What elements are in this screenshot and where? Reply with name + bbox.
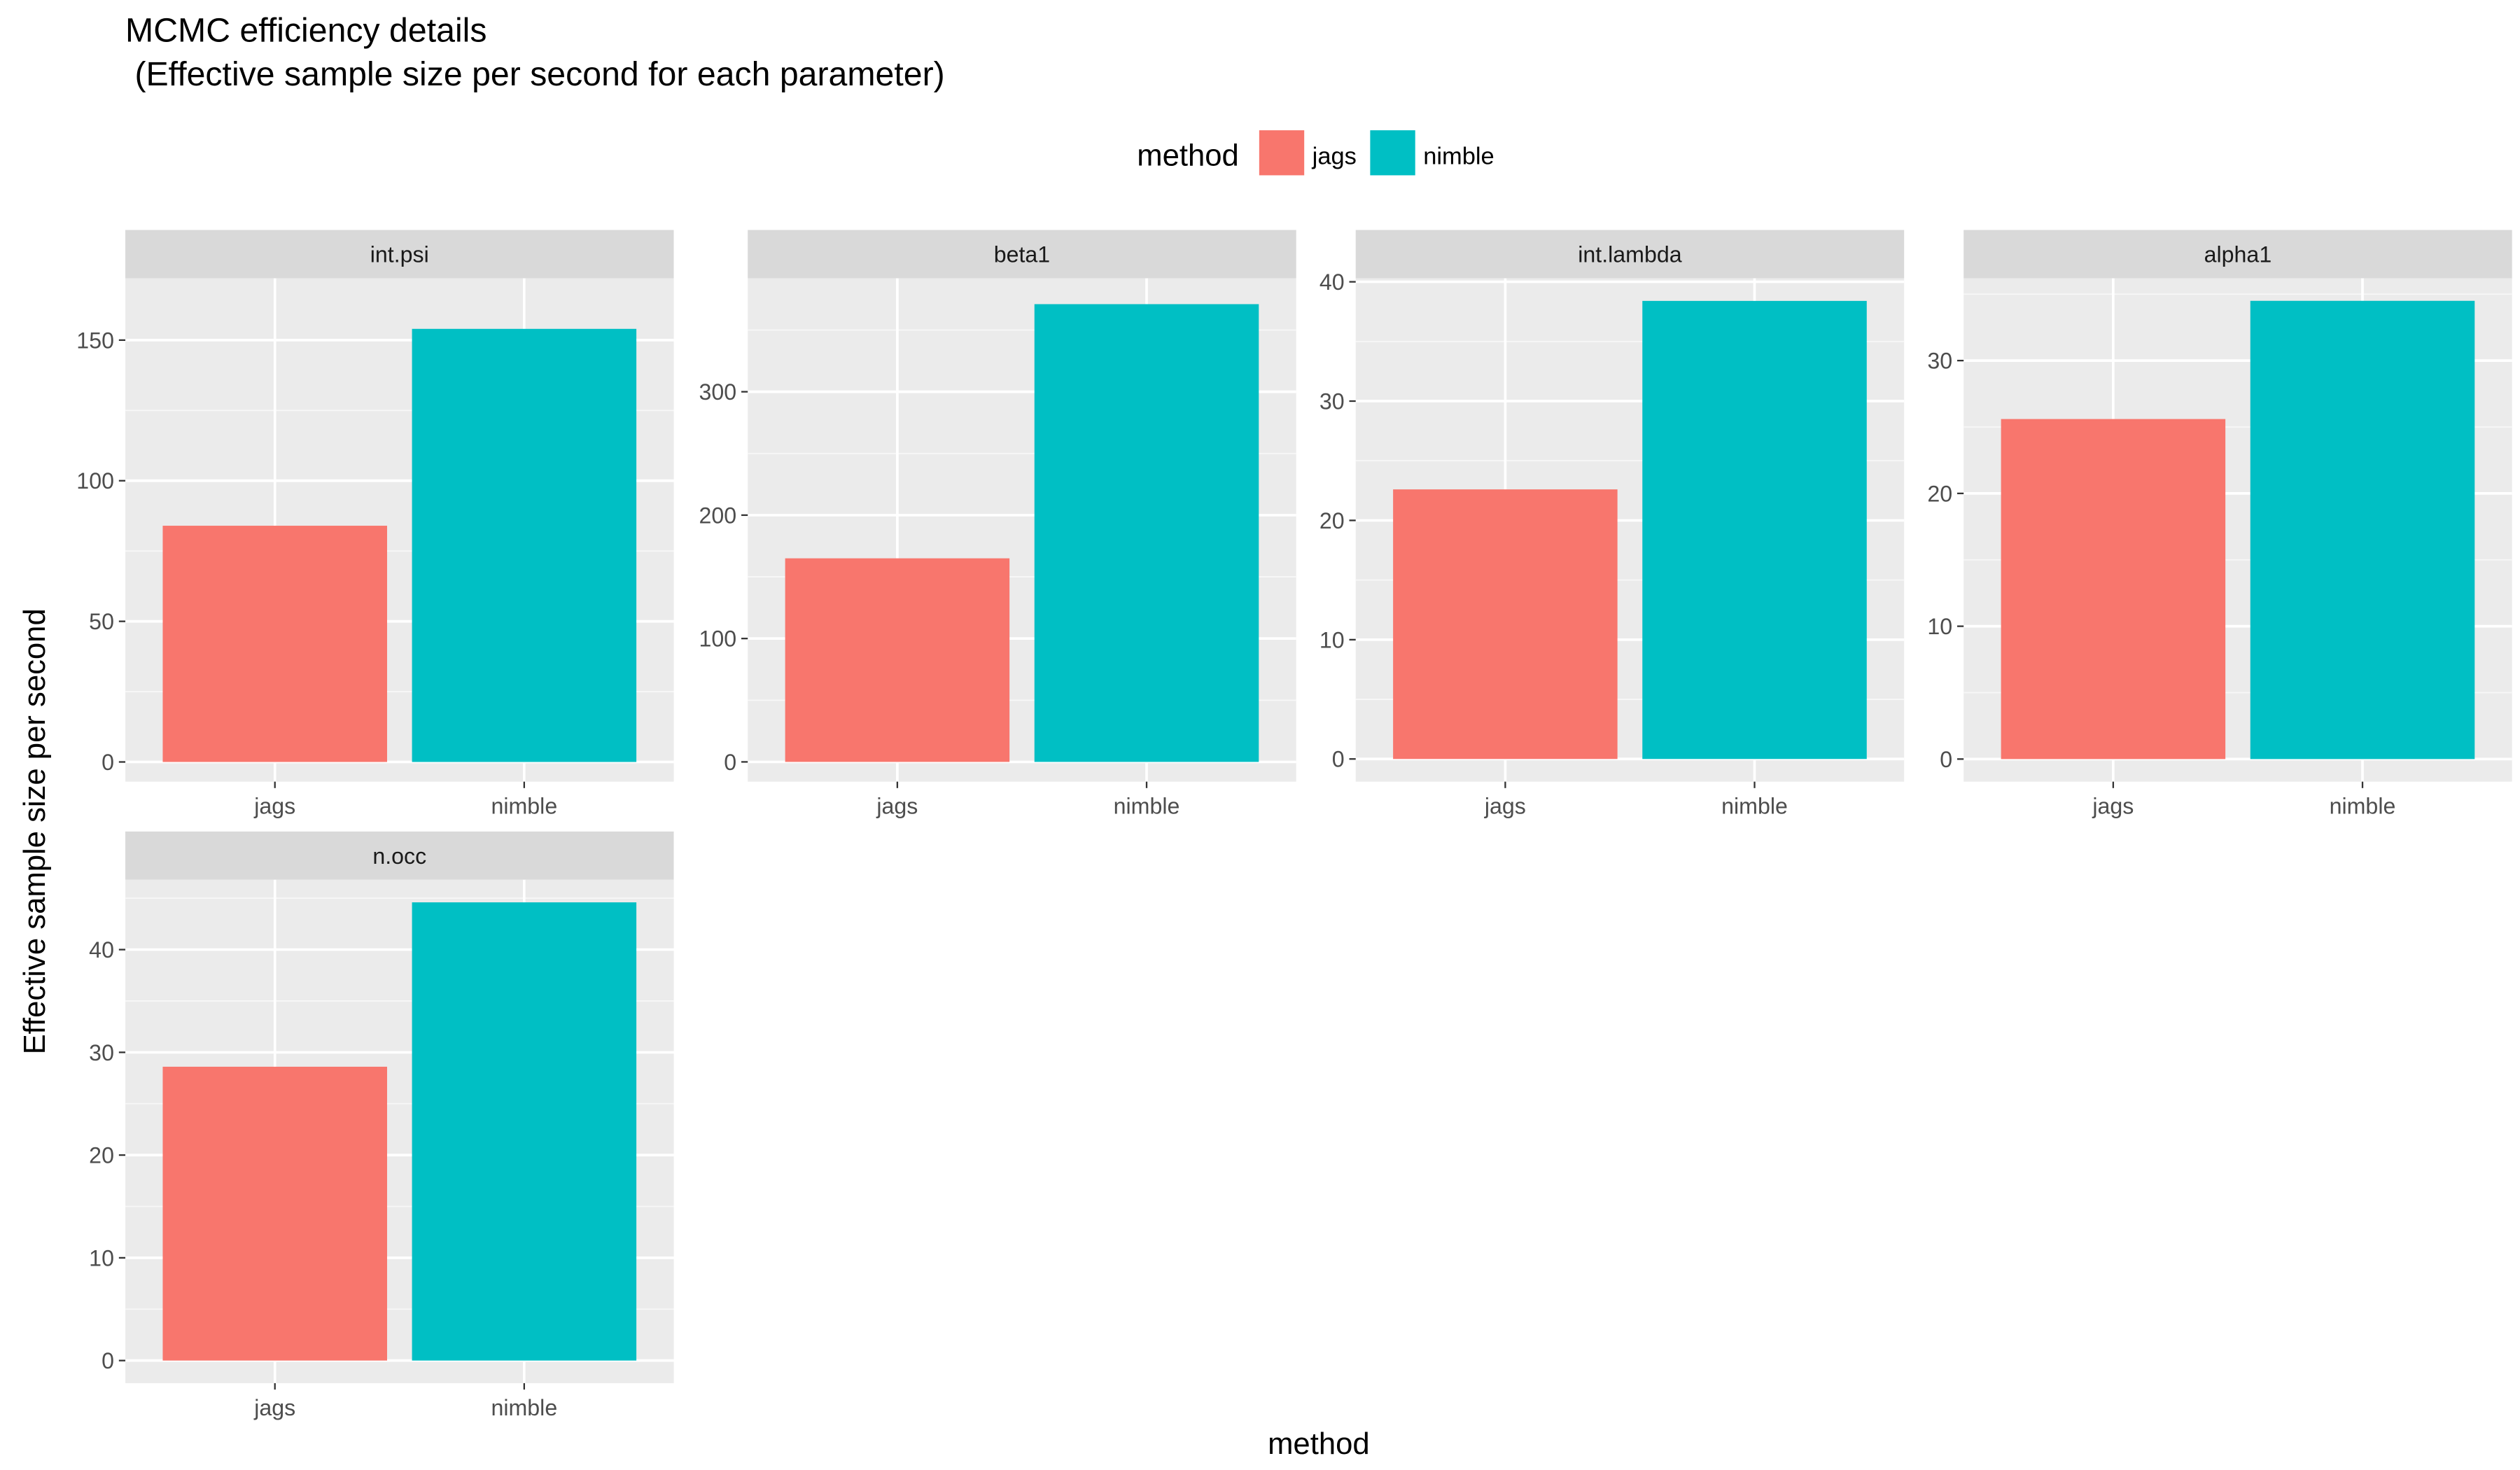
bar-nimble (2250, 300, 2475, 760)
x-tick-label: nimble (2330, 794, 2396, 819)
y-tick-label: 100 (699, 626, 736, 652)
y-tick-label: 30 (1320, 388, 1345, 414)
y-tick-label: 200 (699, 503, 736, 528)
facet-panel-beta1: beta1 0 100 200 300 jags nimble (699, 230, 1296, 819)
facet-strip (1355, 230, 1905, 279)
x-axis-title: method (1268, 1427, 1370, 1461)
bar-jags (1393, 489, 1618, 760)
legend: method jags nimble (1137, 130, 1494, 176)
bar-nimble (412, 328, 637, 762)
facet-strip-label: alpha1 (2204, 242, 2272, 267)
y-tick-label: 20 (1927, 481, 1952, 506)
bar-jags (785, 558, 1010, 762)
y-tick-label: 0 (724, 750, 736, 775)
facet-strip (1963, 230, 2512, 279)
legend-key-jags (1259, 130, 1305, 176)
facet-panel-int-psi: int.psi 0 50 100 150 jags nimble (76, 230, 674, 819)
x-tick-label: jags (253, 1395, 295, 1420)
y-tick-label: 0 (102, 750, 114, 775)
y-tick-label: 20 (89, 1143, 114, 1168)
x-tick-label: jags (253, 794, 295, 819)
bar-jags (162, 1066, 387, 1361)
y-tick-label: 40 (1320, 270, 1345, 295)
legend-key-nimble (1370, 130, 1415, 176)
facet-strip-label: int.psi (370, 242, 429, 267)
y-tick-label: 20 (1320, 508, 1345, 533)
facet-strip-label: beta1 (994, 242, 1050, 267)
facet-strip (125, 831, 674, 880)
y-tick-label: 30 (1927, 349, 1952, 374)
bar-nimble (1034, 304, 1259, 762)
chart-title: MCMC efficiency details (125, 12, 486, 50)
x-tick-label: nimble (491, 1395, 557, 1420)
legend-label-jags: jags (1312, 143, 1357, 169)
y-tick-label: 50 (89, 609, 114, 634)
y-axis-title: Effective sample size per second (18, 608, 52, 1054)
facet-strip-label: int.lambda (1578, 242, 1681, 267)
y-tick-label: 10 (89, 1245, 114, 1270)
bar-nimble (412, 902, 637, 1361)
x-tick-label: nimble (1721, 794, 1788, 819)
y-tick-label: 40 (89, 937, 114, 962)
legend-label-nimble: nimble (1423, 143, 1494, 169)
y-tick-label: 10 (1927, 614, 1952, 639)
x-tick-label: nimble (1114, 794, 1180, 819)
y-tick-label: 0 (102, 1348, 114, 1373)
y-tick-label: 150 (76, 328, 114, 353)
y-tick-label: 10 (1320, 627, 1345, 652)
y-tick-label: 100 (76, 468, 114, 493)
y-tick-label: 0 (1940, 747, 1952, 772)
y-tick-label: 30 (89, 1040, 114, 1065)
facet-strip (748, 230, 1296, 279)
facet-panel-alpha1: alpha1 0 10 20 30 jags nimble (1927, 230, 2512, 819)
bar-jags (162, 526, 387, 762)
x-tick-label: jags (2092, 794, 2134, 819)
facet-panel-n-occ: n.occ 0 10 20 30 40 jags nimble (89, 831, 674, 1420)
facet-strip-label: n.occ (372, 844, 426, 869)
legend-title: method (1137, 139, 1239, 173)
x-tick-label: jags (1484, 794, 1526, 819)
facet-strip (125, 230, 674, 279)
y-tick-label: 0 (1332, 747, 1345, 772)
bar-jags (2001, 419, 2226, 760)
facet-panel-int-lambda: int.lambda 0 10 20 30 40 jags nimble (1320, 230, 1905, 819)
chart-subtitle: (Effective sample size per second for ea… (125, 55, 945, 93)
y-tick-label: 300 (699, 379, 736, 405)
x-tick-label: nimble (491, 794, 557, 819)
x-tick-label: jags (876, 794, 918, 819)
bar-nimble (1642, 300, 1867, 760)
